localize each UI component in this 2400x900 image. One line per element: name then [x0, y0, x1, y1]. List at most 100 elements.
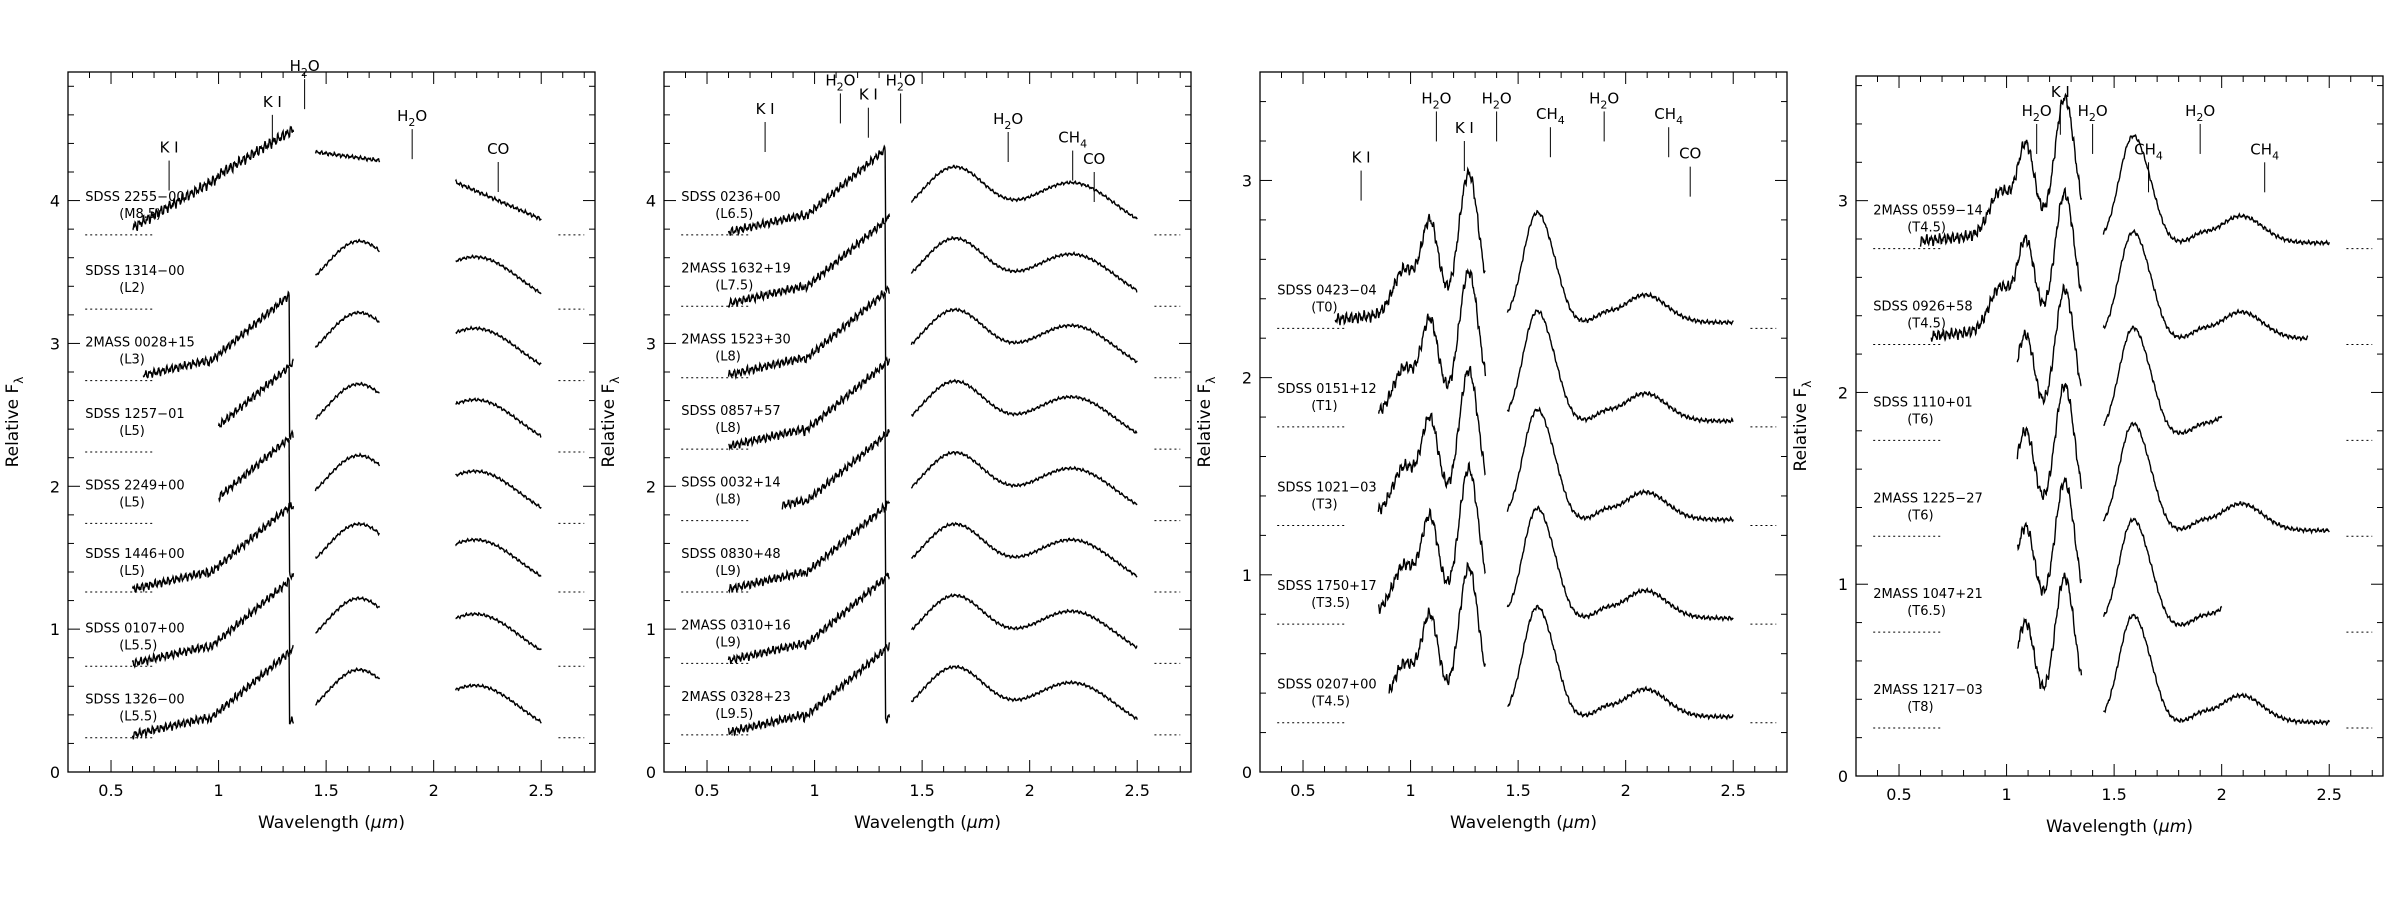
object-name: 2MASS 1523+30: [681, 333, 791, 348]
spectrum-line: [132, 125, 295, 232]
spectrum-line: [1506, 309, 1734, 425]
feature-label: CH4: [1058, 129, 1087, 151]
feature-label: H2O: [1482, 89, 1512, 111]
feature-label-main: CO: [1679, 145, 1701, 163]
y-axis-label: Relative Fλ: [1195, 377, 1218, 468]
spectrum-line: [218, 436, 295, 510]
feature-label-post: O: [1011, 110, 1023, 128]
object-name: SDSS 1021−03: [1277, 481, 1376, 496]
feature-marker: H2O: [2185, 102, 2215, 154]
spectrum-line: [2016, 382, 2083, 500]
x-tick-label: 1.5: [1505, 781, 1530, 800]
object-name: SDSS 0926+58: [1873, 299, 1972, 314]
feature-label-main: K I: [859, 86, 878, 104]
y-tick-label: 3: [1242, 171, 1252, 190]
object-name: SDSS 1326−00: [85, 693, 184, 708]
spectrum-line: [911, 378, 1138, 434]
feature-label-main: H: [886, 71, 897, 89]
object-name: 2MASS 1047+21: [1873, 587, 1983, 602]
feature-label: CO: [1083, 150, 1105, 168]
spectrum-1: SDSS 0236+00 (L6.5): [681, 144, 1181, 237]
spectrum-5: 2MASS 1047+21 (T6.5): [1873, 476, 2373, 633]
feature-label-sub: 2: [1600, 98, 1607, 111]
feature-label: H2O: [993, 110, 1023, 132]
spectrum-line: [910, 593, 1138, 650]
spectral-type: (T4.5): [1907, 316, 1946, 331]
feature-label: H2O: [886, 71, 916, 93]
x-tick-label: 2.5: [528, 781, 553, 800]
spectrum-line: [910, 450, 1138, 506]
y-tick-label: 3: [50, 334, 60, 353]
spectrum-line: [1919, 92, 2083, 247]
spectrum-line: [315, 521, 381, 560]
feature-marker: H2O: [1589, 89, 1619, 142]
spectrum-8: 2MASS 0328+23 (L9.5): [681, 646, 1181, 737]
x-axis-label-part: Wavelength (: [1450, 813, 1563, 833]
feature-marker: H2O: [2022, 102, 2052, 154]
spectrum-line: [314, 381, 380, 420]
spectrum-line: [455, 325, 542, 366]
spectrum-3: SDSS 1110+01 (T6): [1873, 283, 2373, 441]
feature-label-sub: 2: [301, 66, 308, 79]
spectrum-line: [728, 501, 891, 594]
feature-label-main: K I: [160, 139, 179, 157]
feature-label: K I: [756, 100, 775, 118]
spectrum-line: [781, 431, 891, 512]
feature-label: H2O: [2185, 102, 2215, 124]
spectral-type: (L8): [715, 350, 741, 365]
x-tick-label: 1.5: [909, 781, 934, 800]
feature-marker: CH4: [1654, 105, 1683, 158]
spectrum-line: [454, 537, 542, 578]
feature-label: K I: [2051, 83, 2070, 101]
spectrum-line: [314, 238, 380, 276]
spectrum-line: [1506, 209, 1734, 326]
feature-label: K I: [263, 93, 282, 111]
spectrum-line: [2102, 517, 2223, 628]
feature-marker: H2O: [290, 57, 320, 110]
spectral-type: (T4.5): [1907, 221, 1946, 236]
x-axis-label-part: Wavelength (: [2046, 817, 2159, 837]
spectrum-line: [1377, 461, 1486, 614]
x-axis-label-part: ): [2186, 817, 2193, 837]
feature-label-sub: 2: [1004, 119, 1011, 132]
feature-label-post: O: [2096, 102, 2108, 120]
spectra-panel-2: 0.5 1 1.5 2 2.5 0 1 2 3 4 Wavelength (μm) Relative …: [599, 71, 1192, 833]
spectrum-line: [1507, 604, 1734, 721]
spectral-type: (L8): [715, 421, 741, 436]
x-axis-label: Wavelength (μm): [1450, 813, 1597, 833]
feature-label: K I: [1352, 149, 1371, 167]
feature-marker: CO: [1083, 150, 1105, 202]
spectral-type: (T0): [1311, 300, 1337, 315]
y-tick-label: 0: [50, 763, 60, 782]
spectral-type: (T6): [1907, 508, 1933, 523]
feature-marker: H2O: [2078, 102, 2108, 154]
feature-label-post: O: [415, 107, 427, 125]
spectral-type: (T6.5): [1907, 604, 1946, 619]
object-name: SDSS 0107+00: [85, 621, 184, 636]
spectrum-line: [727, 217, 891, 308]
feature-label-main: K I: [1455, 119, 1474, 137]
feature-label-post: O: [1440, 89, 1452, 107]
object-name: SDSS 2249+00: [85, 478, 184, 493]
spectrum-line: [727, 646, 891, 737]
x-tick-label: 1: [1405, 781, 1415, 800]
spectrum-line: [455, 397, 542, 438]
y-axis-label-sub: λ: [1204, 377, 1218, 384]
plot-frame: [1259, 71, 1788, 773]
feature-label: CH4: [2134, 140, 2163, 162]
spectrum-line: [314, 667, 381, 706]
spectral-type: (L9.5): [715, 707, 753, 722]
x-axis-label: Wavelength (μm): [2046, 817, 2193, 837]
object-name: SDSS 1314−00: [85, 264, 184, 279]
x-axis-label-part: ): [1590, 813, 1597, 833]
feature-label: CO: [487, 140, 509, 158]
plot-frame: [67, 71, 596, 773]
spectra-panel-1: 0.5 1 1.5 2 2.5 0 1 2 3 4 Wavelength (μm) Relative …: [3, 57, 596, 833]
feature-label-main: H: [1482, 89, 1493, 107]
spectrum-line: [131, 649, 295, 740]
spectrum-line: [910, 664, 1138, 721]
feature-label-main: K I: [756, 100, 775, 118]
feature-marker: K I: [160, 139, 179, 191]
feature-marker: K I: [1455, 119, 1474, 172]
x-tick-label: 2.5: [1720, 781, 1745, 800]
